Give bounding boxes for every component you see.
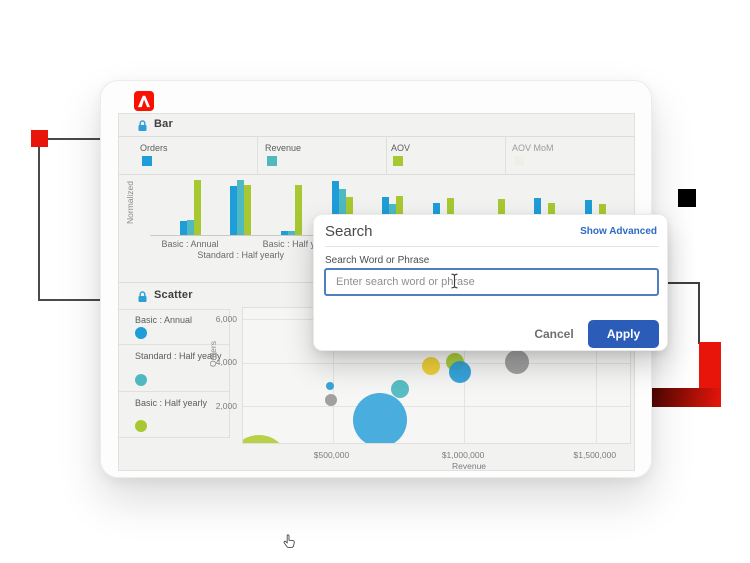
- bar-category-label: Standard : Half yearly: [197, 250, 284, 260]
- search-field-label: Search Word or Phrase: [325, 255, 430, 266]
- scatter-bubble: [325, 394, 338, 406]
- adobe-logo-icon: [134, 91, 154, 111]
- scatter-legend-divider: [119, 309, 230, 310]
- legend-label: Revenue: [265, 143, 302, 153]
- legend-dot: [135, 327, 147, 339]
- lock-icon: [138, 119, 147, 137]
- legend-label: AOV: [391, 143, 411, 153]
- show-advanced-link[interactable]: Show Advanced: [580, 226, 657, 237]
- decor-red-corner-horizontal: [642, 388, 721, 407]
- legend-dot: [135, 420, 147, 432]
- legend-label: Basic : Half yearly: [135, 398, 208, 408]
- legend-swatch: [514, 156, 524, 166]
- hand-cursor-icon: [282, 534, 296, 555]
- scatter-bubble: [504, 349, 529, 374]
- bar-orders: [331, 181, 339, 235]
- legend-swatch: [393, 156, 403, 166]
- x-tick-label: $1,000,000: [441, 450, 485, 460]
- bar-orders: [230, 186, 238, 235]
- legend-swatch: [267, 156, 277, 166]
- bar-x-axis-labels: Basic : Annual Standard : Half yearly Basi…: [150, 236, 632, 262]
- bar-revenue: [237, 180, 245, 235]
- gridline: [243, 406, 630, 407]
- bar-aov: [193, 180, 201, 235]
- search-modal: Search Show Advanced Search Word or Phra…: [313, 214, 668, 351]
- legend-item-revenue[interactable]: Revenue: [258, 136, 387, 174]
- scatter-bubble: [352, 393, 407, 443]
- scatter-bubble: [390, 380, 409, 399]
- modal-divider: [325, 246, 659, 247]
- scatter-x-axis-label: Revenue: [452, 461, 487, 471]
- scatter-section-header: Scatter: [119, 282, 634, 309]
- bar-aov: [244, 185, 252, 235]
- bar-y-axis-label: Normalized: [125, 181, 135, 224]
- apply-button[interactable]: Apply: [588, 320, 659, 348]
- x-tick-label: $1,500,000: [573, 450, 617, 460]
- y-tick-label: 6,000: [215, 313, 237, 324]
- bar-aov: [294, 185, 302, 235]
- bar-revenue: [287, 231, 295, 235]
- bar-section-title: Bar: [154, 118, 173, 130]
- scatter-bubble: [449, 361, 472, 384]
- legend-label: AOV MoM: [512, 143, 554, 153]
- decor-line-right-vertical: [698, 282, 700, 344]
- lock-icon: [138, 290, 147, 308]
- legend-label: Orders: [140, 143, 168, 153]
- y-tick-label: 2,000: [215, 400, 237, 411]
- decor-black-square: [678, 189, 696, 207]
- decor-red-square-left: [31, 130, 48, 147]
- bar-orders: [280, 231, 288, 235]
- bar-revenue: [186, 220, 194, 235]
- decor-line-right-horizontal: [660, 282, 700, 284]
- bar-category-label: Basic : Half ye: [262, 239, 321, 249]
- legend-item-aov-mom[interactable]: AOV MoM: [506, 136, 634, 174]
- scatter-bubble: [325, 382, 334, 390]
- gridline: [332, 308, 334, 443]
- legend-label: Standard : Half yearly: [135, 351, 222, 361]
- scatter-legend-item-basic-annual[interactable]: Basic : Annual: [119, 309, 230, 345]
- scatter-legend-item-basic-half-yearly[interactable]: Basic : Half yearly: [119, 392, 230, 438]
- bar-orders: [179, 221, 187, 235]
- bar-revenue: [338, 189, 346, 235]
- bar-category-label: Basic : Annual: [161, 239, 219, 249]
- legend-item-aov[interactable]: AOV: [387, 136, 506, 174]
- search-input[interactable]: [324, 268, 659, 296]
- scatter-bubble: [422, 357, 441, 375]
- y-tick-label: 4,000: [215, 357, 237, 368]
- scatter-y-axis-ticks: 2,000 4,000 6,000: [197, 307, 237, 442]
- decor-line-vertical-left: [38, 147, 40, 301]
- legend-item-orders[interactable]: Orders: [119, 136, 258, 174]
- scatter-bubble: [243, 434, 289, 443]
- modal-title: Search: [325, 223, 373, 240]
- legend-swatch: [142, 156, 152, 166]
- scatter-x-axis-ticks: $500,000 $1,000,000 $1,500,000: [242, 448, 629, 460]
- bar-section-header: Bar: [119, 114, 634, 137]
- cancel-button[interactable]: Cancel: [528, 322, 580, 344]
- legend-dot: [135, 374, 147, 386]
- scatter-section-title: Scatter: [154, 289, 193, 301]
- legend-label: Basic : Annual: [135, 315, 193, 325]
- scatter-legend-item-standard-half-yearly[interactable]: Standard : Half yearly: [119, 345, 230, 392]
- decor-line-top-left: [48, 138, 100, 140]
- text-cursor-icon: [450, 273, 459, 294]
- decor-line-bottom-left: [38, 299, 100, 301]
- x-tick-label: $500,000: [313, 450, 350, 460]
- bar-legend-row: Orders Revenue AOV AOV MoM: [119, 136, 634, 175]
- gridline: [595, 308, 597, 443]
